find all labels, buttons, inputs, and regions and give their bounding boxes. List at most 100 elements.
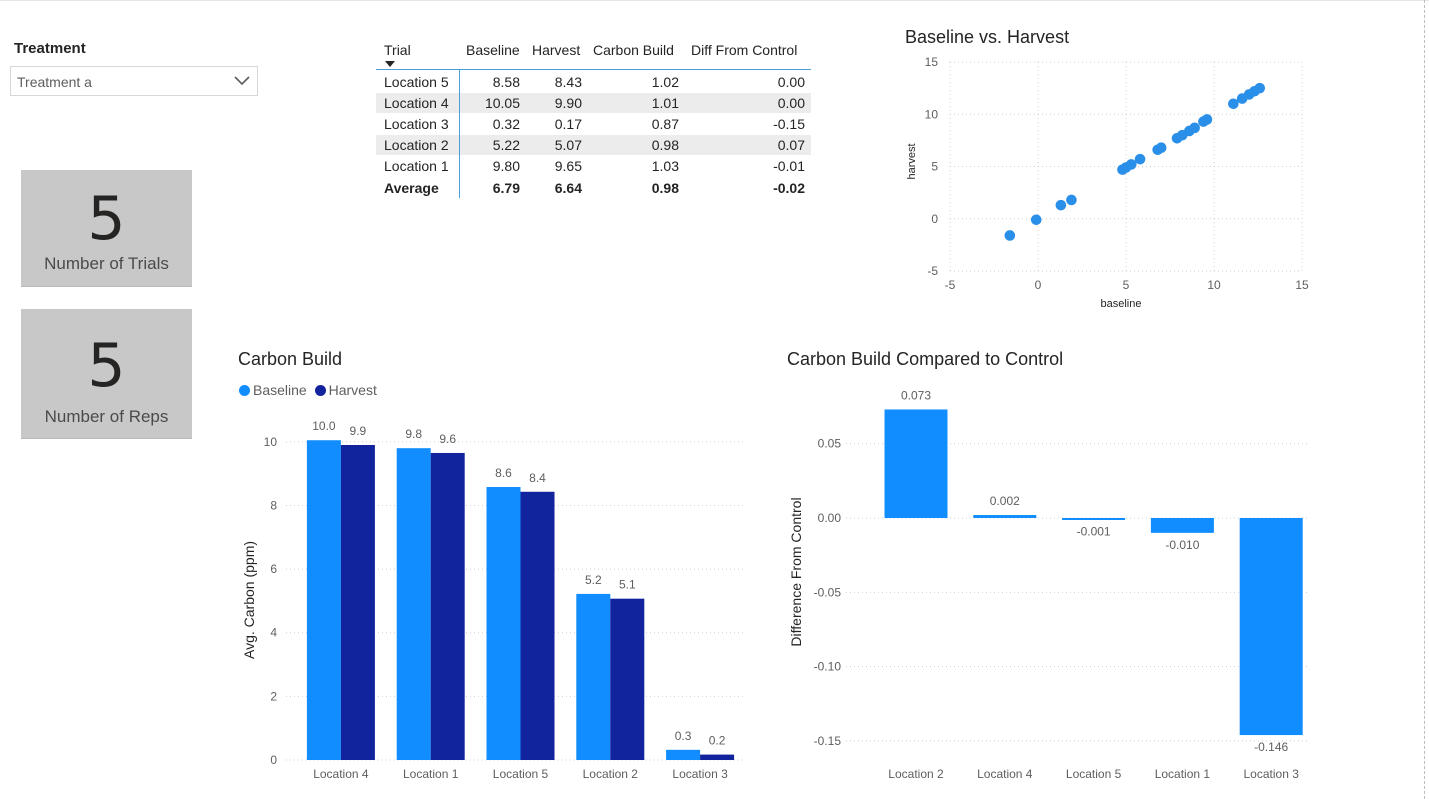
baseline-vs-harvest-scatter[interactable]: -5 0 5 10 15 -5 0 5 10 15 baseline harvest — [895, 50, 1325, 315]
scatter-y-tick-label: 15 — [925, 55, 939, 69]
table-cell-harvest: 8.43 — [554, 74, 582, 90]
bar-data-label: 5.1 — [619, 578, 636, 592]
bar-data-label: 9.8 — [405, 427, 422, 441]
table-cell-trial: Location 5 — [384, 74, 449, 90]
control-data-label: 0.073 — [901, 388, 931, 402]
table-header-baseline[interactable]: Baseline — [466, 42, 520, 58]
treatment-slicer-title: Treatment — [14, 40, 86, 57]
table-total-baseline: 6.79 — [492, 180, 520, 196]
table-cell-diff: 0.00 — [777, 74, 805, 90]
table-cell-carbon-build: 0.98 — [651, 137, 679, 153]
table-header-divider — [376, 69, 811, 70]
table-cell-carbon-build: 1.01 — [651, 95, 679, 111]
scatter-x-tick-label: 15 — [1295, 278, 1309, 292]
number-of-reps-value: 5 — [87, 331, 126, 401]
table-cell-harvest: 5.07 — [554, 137, 582, 153]
control-category-label: Location 4 — [977, 767, 1033, 781]
table-total-harvest: 6.64 — [554, 180, 582, 196]
control-y-tick-label: -0.05 — [814, 585, 842, 599]
bar-harvest — [430, 452, 465, 760]
table-cell-trial: Location 1 — [384, 158, 449, 174]
legend-dot-baseline — [239, 385, 250, 396]
control-category-label: Location 2 — [888, 767, 944, 781]
table-cell-harvest: 0.17 — [554, 116, 582, 132]
scatter-point — [1066, 194, 1077, 206]
table-cell-trial: Location 4 — [384, 95, 449, 111]
number-of-trials-label: Number of Trials — [44, 254, 169, 273]
bar-category-label: Location 4 — [313, 767, 369, 781]
table-header-carbon-build[interactable]: Carbon Build — [593, 42, 674, 58]
bar-baseline — [666, 749, 701, 760]
table-total-diff: -0.02 — [773, 180, 805, 196]
bar-y-tick-label: 6 — [270, 562, 277, 576]
control-category-label: Location 1 — [1155, 767, 1211, 781]
bar-y-tick-label: 0 — [270, 753, 277, 767]
scatter-y-tick-label: 0 — [931, 212, 938, 226]
number-of-trials-card: 5 Number of Trials — [21, 170, 192, 287]
scatter-point — [1228, 98, 1239, 110]
control-chart-title: Carbon Build Compared to Control — [787, 349, 1064, 369]
bar-baseline — [576, 593, 611, 760]
scatter-x-tick-label: -5 — [945, 278, 956, 292]
scatter-y-tick-label: 5 — [931, 160, 938, 174]
scatter-point — [1030, 214, 1042, 226]
table-cell-baseline: 9.80 — [492, 158, 520, 174]
control-data-label: -0.010 — [1165, 538, 1199, 552]
table-header-harvest[interactable]: Harvest — [532, 42, 581, 58]
bar-data-label: 8.6 — [495, 466, 512, 480]
scatter-point — [1189, 122, 1200, 134]
table-cell-trial: Location 2 — [384, 137, 449, 153]
control-category-label: Location 5 — [1066, 767, 1122, 781]
top-border — [0, 0, 1429, 1]
control-y-tick-label: -0.15 — [814, 734, 842, 748]
scatter-point — [1134, 153, 1146, 165]
bar-data-label: 8.4 — [529, 471, 546, 485]
legend-label-harvest: Harvest — [328, 382, 377, 398]
bar-data-label: 0.3 — [675, 729, 692, 743]
table-cell-harvest: 9.90 — [554, 95, 582, 111]
table-cell-baseline: 5.22 — [492, 137, 520, 153]
table-total-label: Average — [384, 180, 439, 196]
legend-label-baseline: Baseline — [253, 382, 307, 398]
scatter-y-tick-label: -5 — [927, 264, 938, 278]
table-total-carbon-build: 0.98 — [651, 180, 679, 196]
scatter-x-tick-label: 10 — [1207, 278, 1221, 292]
bar-category-label: Location 3 — [672, 767, 728, 781]
carbon-build-bar-chart[interactable]: 0 2 4 6 8 10 Avg. Carbon (ppm) 10.0 9.9 Location … — [230, 400, 760, 790]
table-cell-trial: Location 3 — [384, 116, 449, 132]
sort-descending-icon[interactable] — [385, 61, 395, 67]
legend-item-harvest[interactable]: Harvest — [314, 382, 377, 398]
control-y-tick-label: 0.05 — [818, 437, 842, 451]
table-cell-carbon-build: 1.03 — [651, 158, 679, 174]
scatter-point — [1155, 142, 1167, 153]
page-edge — [1424, 0, 1425, 799]
legend-dot-harvest — [314, 385, 326, 396]
control-bar — [973, 515, 1037, 518]
bar-y-tick-label: 2 — [270, 689, 277, 703]
control-data-label: -0.001 — [1077, 524, 1111, 538]
scatter-y-axis-label: harvest — [906, 143, 918, 179]
bar-data-label: 9.6 — [439, 432, 456, 446]
control-category-label: Location 3 — [1244, 767, 1300, 781]
bar-y-tick-label: 10 — [264, 435, 278, 449]
control-bar — [884, 409, 948, 518]
treatment-selected-value: Treatment a — [17, 74, 92, 90]
table-header-trial[interactable]: Trial — [384, 42, 411, 58]
bar-baseline — [306, 440, 341, 760]
table-row-band — [376, 93, 811, 113]
table-cell-diff: -0.15 — [773, 116, 805, 132]
scatter-point — [1004, 230, 1016, 241]
bar-y-tick-label: 8 — [270, 498, 277, 512]
control-bar — [1150, 518, 1214, 533]
bar-harvest — [700, 754, 735, 760]
treatment-dropdown[interactable]: Treatment a — [10, 66, 258, 96]
table-cell-baseline: 8.58 — [492, 74, 520, 90]
scatter-x-tick-label: 0 — [1035, 278, 1042, 292]
control-data-label: 0.002 — [990, 494, 1020, 508]
table-header-diff-from-control[interactable]: Diff From Control — [691, 42, 798, 58]
control-difference-bar-chart[interactable]: 0.05 0.00 -0.05 -0.10 -0.15 Difference From C… — [780, 375, 1320, 790]
carbon-build-legend: Baseline Harvest — [239, 382, 381, 398]
legend-item-baseline[interactable]: Baseline — [239, 382, 307, 398]
bar-harvest — [340, 445, 375, 760]
bar-harvest — [520, 491, 555, 760]
